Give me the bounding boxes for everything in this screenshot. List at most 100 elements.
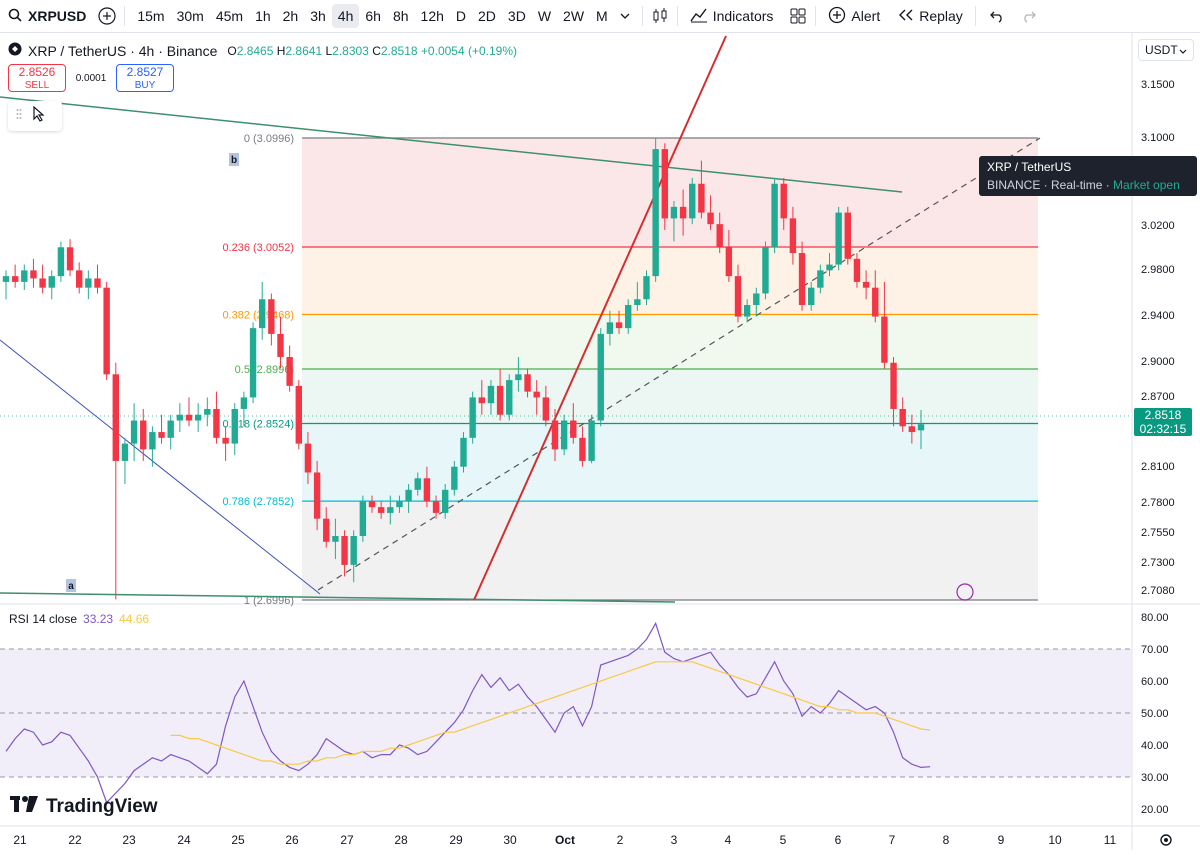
candle-body: [881, 316, 888, 363]
time-tick-label: 25: [231, 833, 245, 847]
timeframe-list: 15m 30m 45m 1h 2h 3h 4h 6h 8h 12h D 2D 3D W 2W M: [131, 4, 613, 28]
candle-body: [917, 424, 925, 431]
timeframe-2h[interactable]: 2h: [282, 8, 299, 24]
divider: [676, 6, 678, 26]
candle-body: [21, 270, 28, 282]
timeframe-3d[interactable]: 3D: [507, 8, 526, 24]
candle-body: [817, 270, 824, 288]
time-tick-label: 30: [503, 833, 517, 847]
candle-body: [194, 414, 202, 421]
timeframe-2w[interactable]: 2W: [563, 8, 585, 24]
candle-body: [85, 278, 92, 288]
chevron-down-icon[interactable]: [614, 5, 636, 27]
rsi-tick-label: 20.00: [1141, 804, 1169, 816]
candle-body: [286, 356, 293, 386]
timeframe-1h[interactable]: 1h: [255, 8, 271, 24]
price-tick-label: 2.9400: [1141, 310, 1175, 322]
chart-title: XRP / TetherUS · 4h · Binance: [28, 42, 218, 59]
chart-area[interactable]: 0 (3.0996) 0.236 (3.0052) 0.382 (2.9468) 0.…: [0, 33, 1200, 850]
lightning-icon: [956, 583, 974, 601]
candle-body: [405, 489, 412, 502]
rsi-tick-label: 60.00: [1141, 676, 1169, 688]
timeframe-6h[interactable]: 6h: [365, 8, 381, 24]
candles-icon[interactable]: [649, 5, 671, 27]
timeframe-4h[interactable]: 4h: [331, 4, 360, 28]
blue-trendline: [0, 339, 321, 595]
price-tick-label: 3.1000: [1141, 132, 1175, 144]
undo-icon[interactable]: [986, 5, 1008, 27]
rsi-tick-label: 80.00: [1141, 612, 1169, 624]
lower-trendline: [0, 592, 676, 603]
last-price-tag: 2.8518 02:32:15: [1134, 408, 1192, 436]
symbol-search[interactable]: XRPUSD: [0, 8, 96, 25]
price-tick-label: 2.7550: [1141, 527, 1175, 539]
candle-body: [204, 408, 211, 415]
cursor-icon[interactable]: [32, 105, 46, 127]
timeframe-d[interactable]: D: [455, 8, 467, 24]
tooltip-title: XRP / TetherUS: [987, 160, 1072, 174]
gear-ring: [1160, 834, 1172, 846]
timeframe-12h[interactable]: 12h: [420, 8, 444, 24]
rsi-tick-label: 70.00: [1141, 644, 1169, 656]
indicators-button[interactable]: Indicators: [684, 3, 780, 30]
currency-label: USDT: [1145, 43, 1178, 57]
settings-gear-icon[interactable]: [1160, 834, 1172, 846]
candle-body: [826, 264, 833, 271]
timeframe-8h[interactable]: 8h: [392, 8, 409, 24]
candle-body: [506, 380, 513, 415]
timeframe-3h[interactable]: 3h: [310, 8, 326, 24]
red-trendline: [473, 35, 727, 601]
candle-body: [762, 247, 769, 294]
sell-button[interactable]: 2.8526 SELL: [8, 64, 66, 92]
time-tick-label: 7: [889, 833, 896, 847]
bar-countdown: 02:32:15: [1139, 422, 1187, 436]
trade-panel: 2.8526 SELL 0.0001 2.8527 BUY: [8, 64, 174, 92]
timeframe-m[interactable]: M: [596, 8, 608, 24]
low-value: 2.8303: [332, 43, 369, 58]
candle-body: [615, 322, 623, 329]
timeframe-45m[interactable]: 45m: [215, 8, 244, 24]
rsi-name: RSI 14 close: [9, 612, 78, 626]
rsi-ma-line: [170, 661, 931, 765]
candle-body: [597, 333, 604, 421]
open-label: O: [227, 43, 237, 58]
indicators-label: Indicators: [712, 8, 774, 24]
add-symbol-icon[interactable]: [96, 5, 118, 27]
candle-body: [39, 278, 46, 288]
divider: [124, 6, 126, 26]
candle-body: [899, 408, 906, 427]
rsi-line: [5, 621, 931, 804]
candle-body: [76, 270, 83, 288]
candle-body: [634, 299, 641, 306]
candle-body: [323, 518, 330, 542]
chevron-down-icon: [1179, 43, 1187, 57]
candle-body: [579, 437, 586, 461]
candle-body: [890, 362, 897, 409]
timeframe-w[interactable]: W: [537, 8, 552, 24]
candle-body: [606, 322, 614, 334]
wave-label: b: [231, 155, 237, 166]
redo-icon[interactable]: [1018, 5, 1040, 27]
candle-body: [140, 420, 147, 450]
buy-button[interactable]: 2.8527 BUY: [116, 64, 174, 92]
wave-label: a: [68, 581, 74, 592]
timeframe-2d[interactable]: 2D: [478, 8, 496, 24]
time-tick-label: 3: [671, 833, 678, 847]
candle-body: [862, 281, 870, 288]
candle-body: [908, 426, 916, 433]
time-tick-label: 6: [835, 833, 842, 847]
replay-button[interactable]: Replay: [892, 4, 969, 29]
price-chart[interactable]: 0 (3.0996) 0.236 (3.0052) 0.382 (2.9468) 0.…: [0, 33, 1200, 850]
currency-select[interactable]: USDT: [1138, 39, 1194, 61]
alert-button[interactable]: Alert: [822, 2, 886, 31]
candle-body: [213, 408, 220, 438]
timeframe-15m[interactable]: 15m: [137, 8, 165, 24]
tradingview-logo: TradingView: [10, 796, 158, 818]
candle-body: [542, 397, 550, 421]
layout-grid-icon[interactable]: [787, 5, 809, 27]
drag-handle-icon[interactable]: [16, 107, 22, 125]
candle-body: [734, 276, 742, 317]
fib-level-label: 0.236 (3.0052): [222, 242, 294, 254]
timeframe-30m[interactable]: 30m: [176, 8, 204, 24]
fib-level-label: 0 (3.0996): [244, 133, 294, 145]
